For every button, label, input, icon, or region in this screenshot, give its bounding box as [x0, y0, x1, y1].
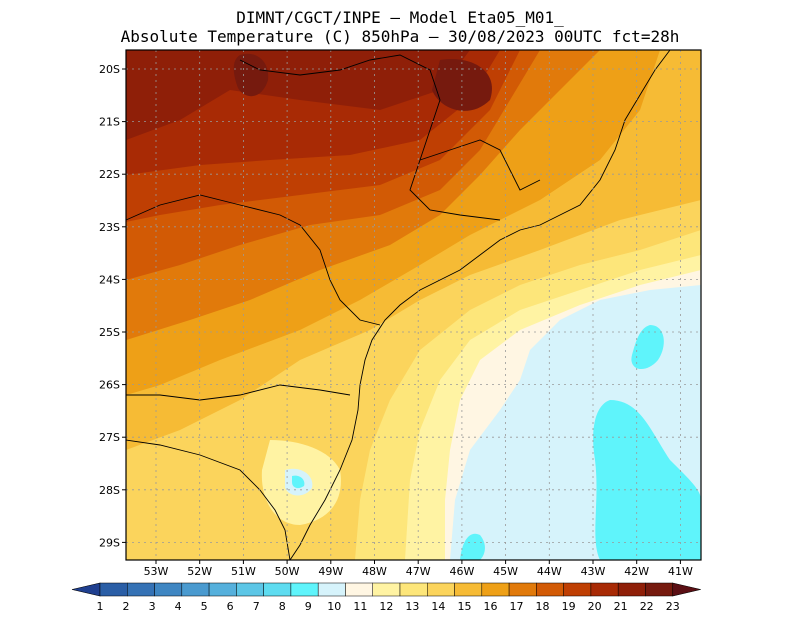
lat-tick-label: 28S [99, 484, 120, 497]
colorbar-label: 16 [483, 600, 497, 613]
colorbar-label: 6 [227, 600, 234, 613]
colorbar-swatch [645, 582, 673, 597]
colorbar: 1 2 3 4 5 6 7 8 9 10 11 12 13 14 15 16 17 18 19 20 21 22 23 [71, 582, 701, 613]
colorbar-swatch [236, 582, 264, 597]
band-23-spot-2 [432, 59, 492, 111]
colorbar-label: 17 [510, 600, 524, 613]
colorbar-label: 12 [379, 600, 393, 613]
lon-tick-label: 51W [231, 565, 256, 578]
lon-tick-label: 49W [318, 565, 343, 578]
lat-tick-label: 24S [99, 273, 120, 286]
colorbar-label: 10 [327, 600, 341, 613]
coastline [289, 50, 671, 560]
colorbar-label: 21 [614, 600, 628, 613]
colorbar-swatch [263, 582, 292, 597]
band-10-spot-2 [460, 533, 485, 560]
state-border-4 [419, 139, 541, 191]
lat-tick-label: 26S [99, 379, 120, 392]
colorbar-arrow-left [71, 582, 101, 597]
lon-tick-label: 41W [668, 565, 693, 578]
band-10-spot [631, 325, 664, 370]
colorbar-swatch [481, 582, 510, 597]
colorbar-label: 19 [562, 600, 576, 613]
colorbar-swatch [508, 582, 537, 597]
colorbar-label: 22 [640, 600, 654, 613]
colorbar-label: 4 [175, 600, 182, 613]
colorbar-label: 11 [353, 600, 367, 613]
colorbar-swatch [181, 582, 210, 597]
colorbar-swatch [154, 582, 183, 597]
colorbar-swatch [454, 582, 483, 597]
band-23-spot [233, 53, 269, 97]
colorbar-label: 3 [149, 600, 156, 613]
state-border-1 [126, 194, 381, 326]
colorbar-swatch [372, 582, 401, 597]
lat-tick-label: 22S [99, 168, 120, 181]
lon-tick-label: 42W [624, 565, 649, 578]
colorbar-label: 13 [405, 600, 419, 613]
colorbar-swatch [345, 582, 373, 597]
chart-title-line2: Absolute Temperature (C) 850hPa – 30/08/… [120, 27, 680, 46]
colorbar-swatch [590, 582, 619, 597]
country-border [126, 439, 291, 560]
lat-tick-label: 21S [99, 116, 120, 129]
colorbar-label: 23 [666, 600, 680, 613]
lat-tick-label: 29S [99, 536, 120, 549]
lon-tick-label: 44W [537, 565, 562, 578]
temperature-field [126, 50, 701, 560]
lon-tick-label: 45W [493, 565, 518, 578]
lat-tick-label: 23S [99, 221, 120, 234]
lon-tick-label: 48W [362, 565, 387, 578]
boundaries [126, 50, 671, 560]
band-10 [593, 400, 701, 560]
axis-ticks: 20S 21S 22S 23S 24S 25S 26S 27S 28S 29S 53W 52W 51W 5… [99, 63, 693, 578]
lat-tick-label: 20S [99, 63, 120, 76]
colorbar-label: 9 [305, 600, 312, 613]
colorbar-swatch [290, 582, 319, 597]
colorbar-label: 1 [97, 600, 104, 613]
state-border-2 [126, 384, 351, 401]
colorbar-swatch [399, 582, 428, 597]
state-border-3 [239, 54, 501, 221]
colorbar-label: 20 [588, 600, 602, 613]
colorbar-label: 15 [457, 600, 471, 613]
lat-tick-label: 25S [99, 326, 120, 339]
colorbar-swatch [536, 582, 564, 597]
colorbar-swatch [617, 582, 646, 597]
colorbar-label: 18 [536, 600, 550, 613]
map-gridlines [126, 50, 701, 560]
colorbar-arrow-right [672, 582, 701, 597]
lon-tick-label: 53W [144, 565, 169, 578]
chart-title-line1: DIMNT/CGCT/INPE – Model Eta05_M01_ [236, 8, 564, 27]
colorbar-label: 2 [123, 600, 130, 613]
lon-tick-label: 52W [187, 565, 212, 578]
colorbar-label: 8 [279, 600, 286, 613]
map-frame [125, 49, 702, 561]
lon-tick-label: 47W [406, 565, 431, 578]
colorbar-label: 5 [201, 600, 208, 613]
colorbar-swatch [127, 582, 155, 597]
lon-tick-label: 43W [581, 565, 606, 578]
colorbar-swatch [99, 582, 128, 597]
colorbar-swatch [427, 582, 455, 597]
colorbar-label: 14 [431, 600, 445, 613]
lon-tick-label: 46W [449, 565, 474, 578]
colorbar-swatch [317, 582, 346, 597]
band-10-inland [292, 475, 305, 489]
lon-tick-label: 50W [275, 565, 300, 578]
colorbar-label: 7 [253, 600, 260, 613]
band-22 [126, 50, 470, 140]
colorbar-swatch [563, 582, 592, 597]
lat-tick-label: 27S [99, 431, 120, 444]
colorbar-swatch [208, 582, 237, 597]
